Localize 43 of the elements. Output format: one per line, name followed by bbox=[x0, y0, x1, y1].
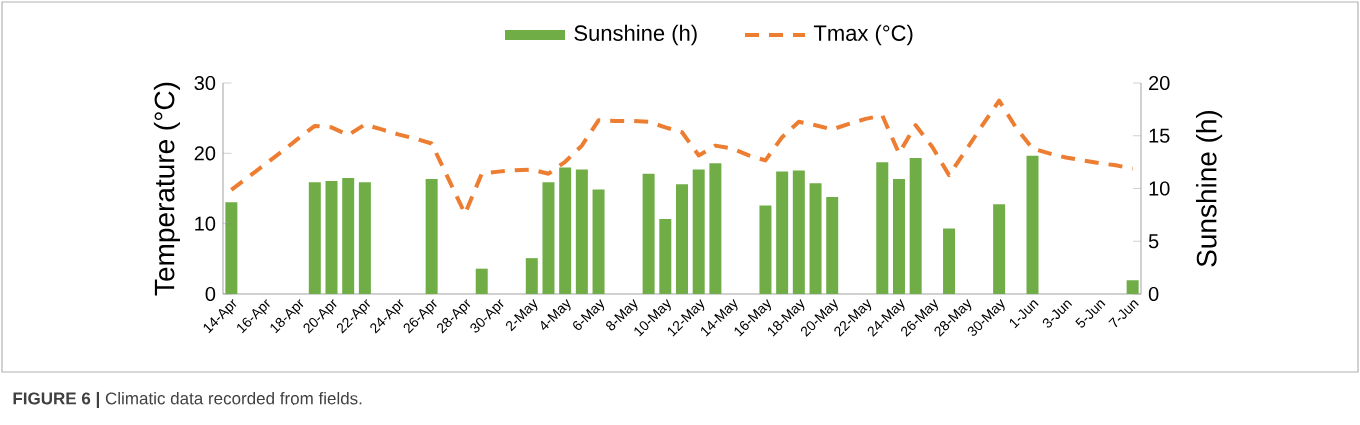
bar bbox=[909, 157, 922, 294]
bar bbox=[892, 179, 905, 294]
bar bbox=[475, 268, 488, 294]
bar bbox=[342, 177, 355, 294]
y2-tick-label: 0 bbox=[1148, 286, 1159, 302]
y-tick-label: 0 bbox=[205, 286, 216, 302]
bar bbox=[592, 189, 605, 294]
bar bbox=[1026, 155, 1039, 294]
bar bbox=[876, 162, 889, 294]
y-tick-label: 20 bbox=[194, 146, 216, 161]
bar bbox=[709, 163, 722, 294]
bar bbox=[425, 179, 438, 294]
bar bbox=[676, 184, 688, 294]
bar bbox=[308, 182, 321, 294]
bar bbox=[759, 205, 772, 294]
y-tick-label: 10 bbox=[195, 216, 216, 231]
bar bbox=[692, 169, 705, 294]
y2-tick-label: 20 bbox=[1149, 75, 1170, 91]
y2-axis-title: Sunshine (h) bbox=[1196, 110, 1223, 267]
y2-tick-label: 10 bbox=[1149, 181, 1170, 196]
bar bbox=[776, 171, 789, 294]
bar bbox=[325, 181, 338, 294]
legend-label: Sunshine (h) bbox=[574, 24, 697, 46]
y2-tick-label: 5 bbox=[1148, 234, 1159, 249]
bar bbox=[559, 167, 572, 294]
bar bbox=[809, 183, 822, 294]
bar bbox=[358, 182, 371, 294]
legend-label: Tmax (°C) bbox=[813, 24, 913, 46]
bar bbox=[993, 204, 1006, 294]
bar bbox=[542, 182, 555, 294]
bar bbox=[525, 258, 538, 294]
bar bbox=[575, 169, 588, 294]
y-tick-label: 30 bbox=[194, 75, 216, 91]
y2-tick-label: 15 bbox=[1149, 128, 1170, 143]
y-axis-title: Temperature (°C) bbox=[153, 82, 180, 296]
bar bbox=[1126, 280, 1139, 294]
bar bbox=[225, 202, 238, 294]
text: FIGURE 6 | Climatic data recorded from fields. bbox=[13, 391, 362, 409]
bar bbox=[792, 170, 805, 294]
bar bbox=[659, 219, 672, 294]
bar bbox=[642, 173, 655, 294]
bar bbox=[943, 228, 956, 294]
bar bbox=[826, 196, 839, 294]
